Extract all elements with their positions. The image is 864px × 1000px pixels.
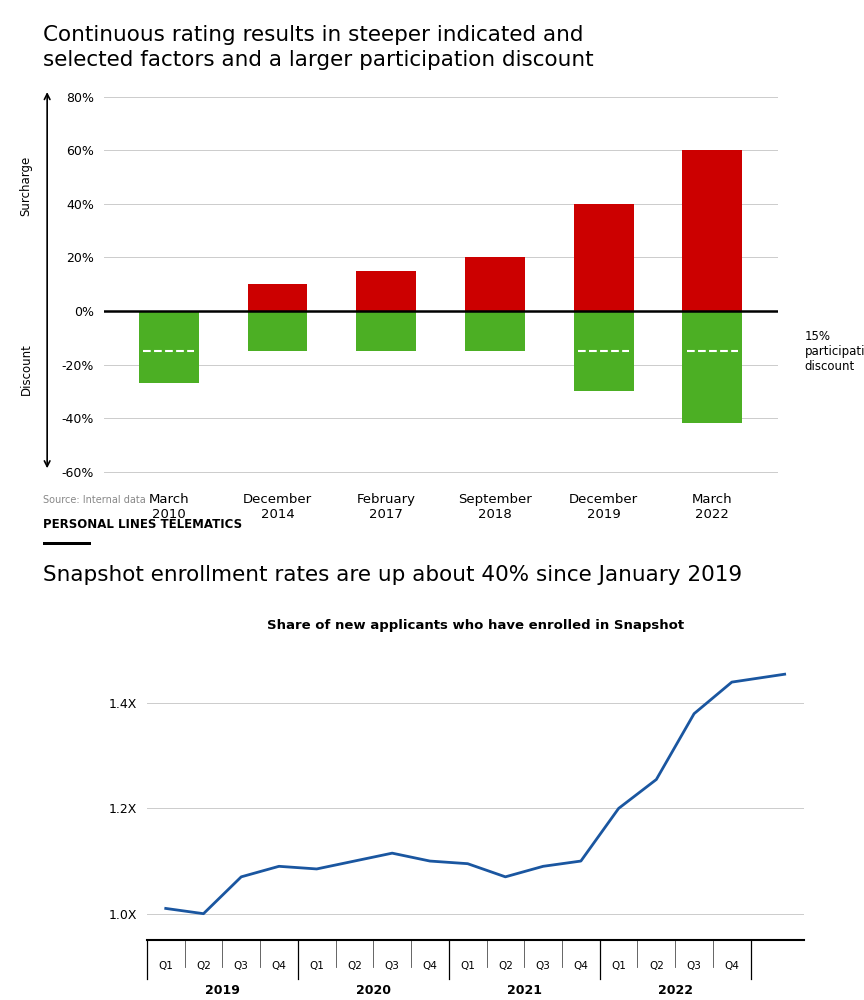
Text: Q2: Q2 <box>649 961 664 971</box>
Text: Q4: Q4 <box>724 961 740 971</box>
Text: Continuous rating results in steeper indicated and: Continuous rating results in steeper ind… <box>43 25 584 45</box>
Text: Q3: Q3 <box>234 961 249 971</box>
Text: Q2: Q2 <box>347 961 362 971</box>
Text: Q3: Q3 <box>687 961 702 971</box>
Text: Surcharge: Surcharge <box>20 156 33 216</box>
Text: Q1: Q1 <box>461 961 475 971</box>
Bar <box>357 311 416 351</box>
Text: Q4: Q4 <box>422 961 437 971</box>
Text: Q4: Q4 <box>574 961 588 971</box>
Bar <box>248 311 308 351</box>
Bar <box>574 311 633 391</box>
Text: Snapshot enrollment rates are up about 40% since January 2019: Snapshot enrollment rates are up about 4… <box>43 565 742 585</box>
Text: 2020: 2020 <box>356 984 391 996</box>
Bar <box>248 284 308 311</box>
Text: 15%
participation
discount: 15% participation discount <box>804 330 864 373</box>
Text: Q1: Q1 <box>611 961 626 971</box>
Bar <box>683 150 742 311</box>
Bar <box>574 204 633 311</box>
Text: 2019: 2019 <box>205 984 240 996</box>
Bar <box>357 271 416 311</box>
Bar <box>465 311 525 351</box>
Text: Discount: Discount <box>20 343 33 395</box>
Title: Share of new applicants who have enrolled in Snapshot: Share of new applicants who have enrolle… <box>267 619 683 632</box>
Text: Q2: Q2 <box>196 961 211 971</box>
Text: Source: Internal data: Source: Internal data <box>43 495 146 505</box>
Bar <box>139 311 199 383</box>
Text: 2021: 2021 <box>507 984 542 996</box>
Text: 2022: 2022 <box>658 984 693 996</box>
Text: PERSONAL LINES TELEMATICS: PERSONAL LINES TELEMATICS <box>43 518 242 531</box>
Text: Q1: Q1 <box>158 961 173 971</box>
Text: Q4: Q4 <box>271 961 286 971</box>
Text: Q2: Q2 <box>498 961 513 971</box>
Text: Q1: Q1 <box>309 961 324 971</box>
Bar <box>465 257 525 311</box>
Text: Q3: Q3 <box>536 961 550 971</box>
Text: selected factors and a larger participation discount: selected factors and a larger participat… <box>43 50 594 70</box>
Text: Q3: Q3 <box>384 961 400 971</box>
Bar <box>683 311 742 423</box>
